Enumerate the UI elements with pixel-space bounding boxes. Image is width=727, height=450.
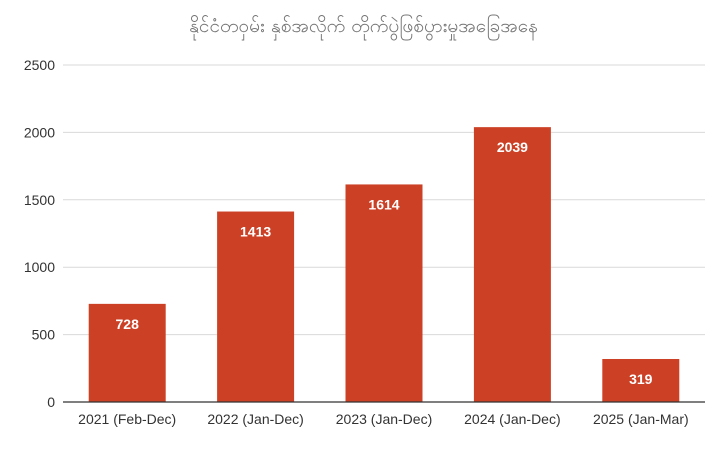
bar: [217, 211, 295, 402]
data-label: 728: [116, 316, 140, 332]
bar: [88, 303, 166, 402]
y-tick-label: 1500: [24, 192, 55, 208]
data-label: 1413: [240, 224, 271, 240]
data-label: 319: [629, 371, 653, 387]
data-label: 1614: [368, 196, 399, 212]
bar: [345, 184, 423, 402]
x-tick-label: 2021 (Feb-Dec): [78, 411, 176, 427]
y-tick-label: 2000: [24, 124, 55, 140]
y-tick-label: 0: [47, 394, 55, 410]
bar: [602, 358, 680, 402]
chart-title: နိုင်ငံတဝှမ်း နှစ်အလိုက် တိုက်ပွဲဖြစ်ပွာ…: [189, 15, 538, 37]
y-tick-label: 500: [32, 327, 56, 343]
x-tick-label: 2023 (Jan-Dec): [336, 411, 433, 427]
data-label: 2039: [497, 139, 528, 155]
x-tick-label: 2022 (Jan-Dec): [207, 411, 304, 427]
y-tick-label: 2500: [24, 57, 55, 73]
x-tick-label: 2025 (Jan-Mar): [593, 411, 689, 427]
bar: [473, 127, 551, 403]
x-tick-label: 2024 (Jan-Dec): [464, 411, 561, 427]
y-tick-label: 1000: [24, 259, 55, 275]
